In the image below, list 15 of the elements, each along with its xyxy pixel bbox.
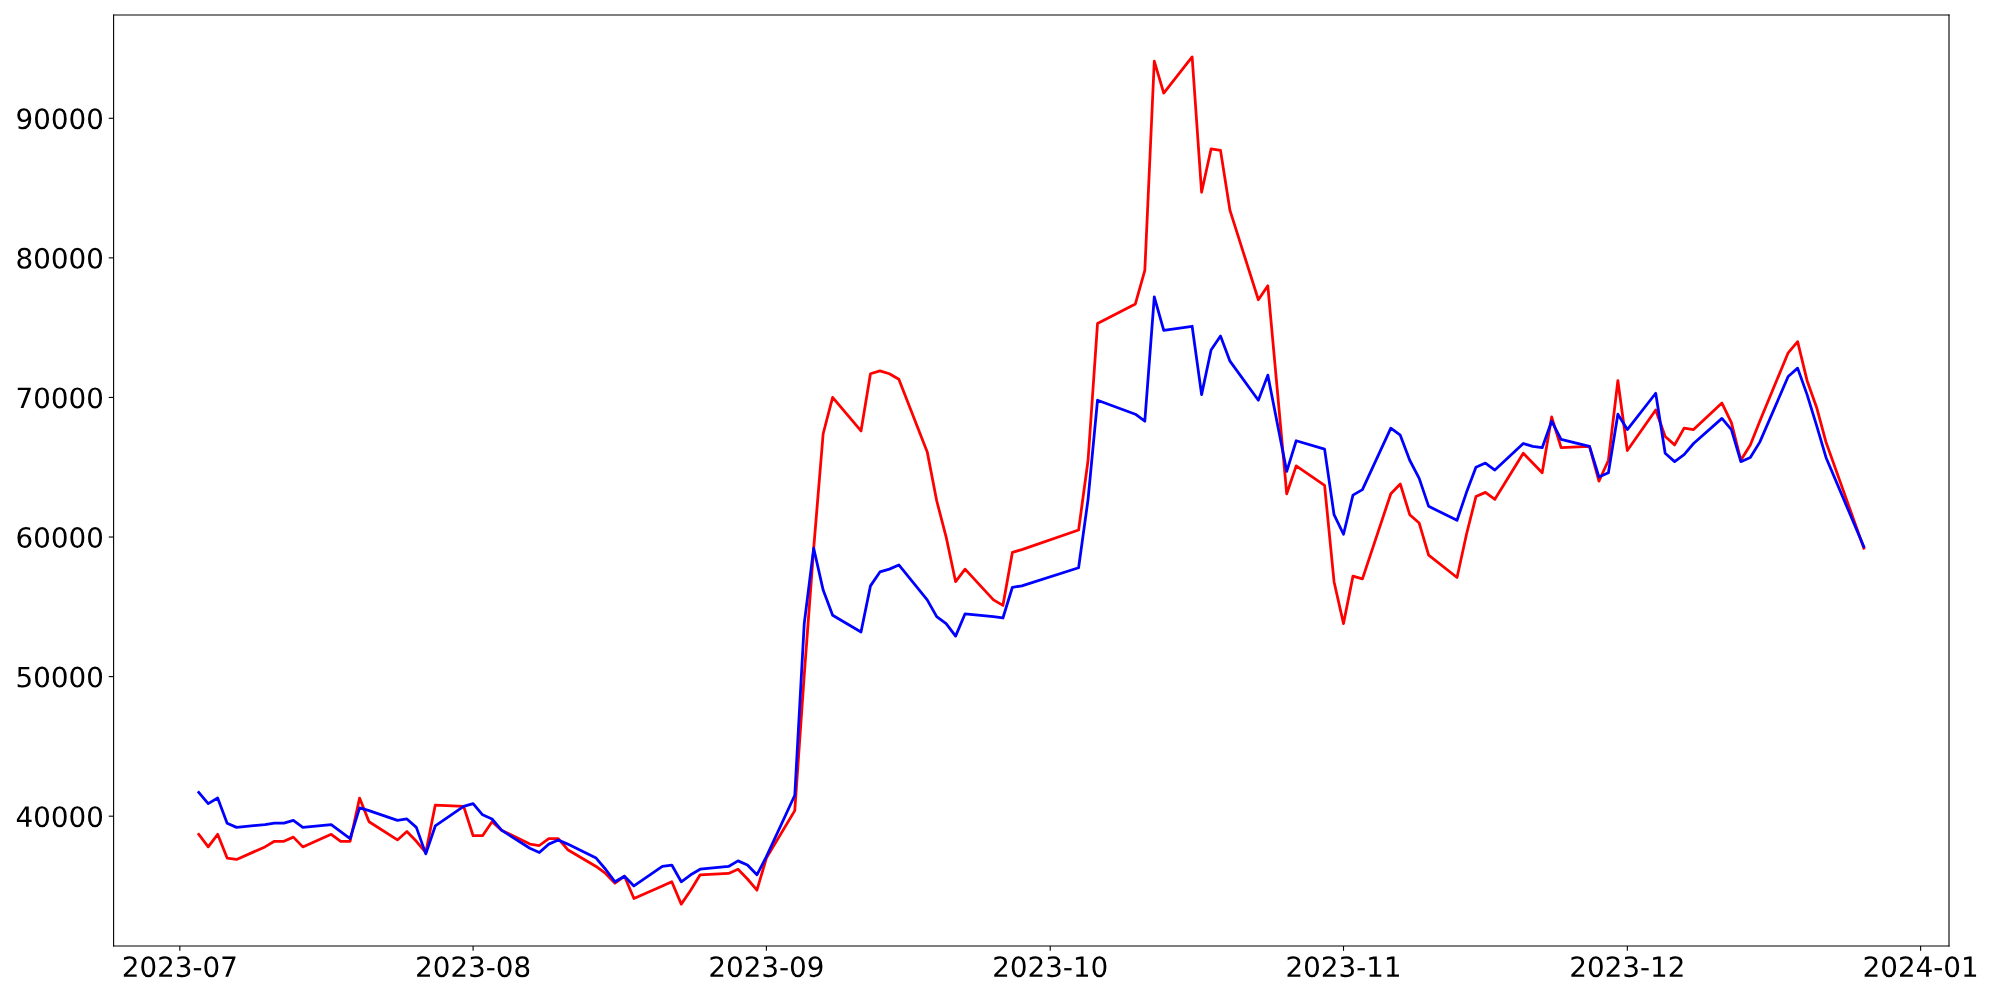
y-tick-label: 70000 bbox=[17, 387, 103, 409]
x-tick-label: 2023-07 bbox=[123, 956, 236, 978]
line-series bbox=[197, 55, 1866, 906]
y-tick-label: 90000 bbox=[17, 108, 103, 130]
x-tick-label: 2023-09 bbox=[710, 956, 823, 978]
line-series bbox=[197, 295, 1866, 888]
y-tick-label: 60000 bbox=[17, 526, 103, 548]
x-tick-label: 2023-10 bbox=[994, 956, 1107, 978]
x-tick-label: 2024-01 bbox=[1864, 956, 1977, 978]
x-tick-label: 2023-08 bbox=[417, 956, 530, 978]
y-tick-label: 80000 bbox=[17, 247, 103, 269]
y-tick-label: 50000 bbox=[17, 666, 103, 688]
y-tick-label: 40000 bbox=[16, 806, 103, 828]
x-tick-label: 2023-11 bbox=[1287, 956, 1399, 978]
x-tick-label: 2023-12 bbox=[1571, 956, 1683, 978]
